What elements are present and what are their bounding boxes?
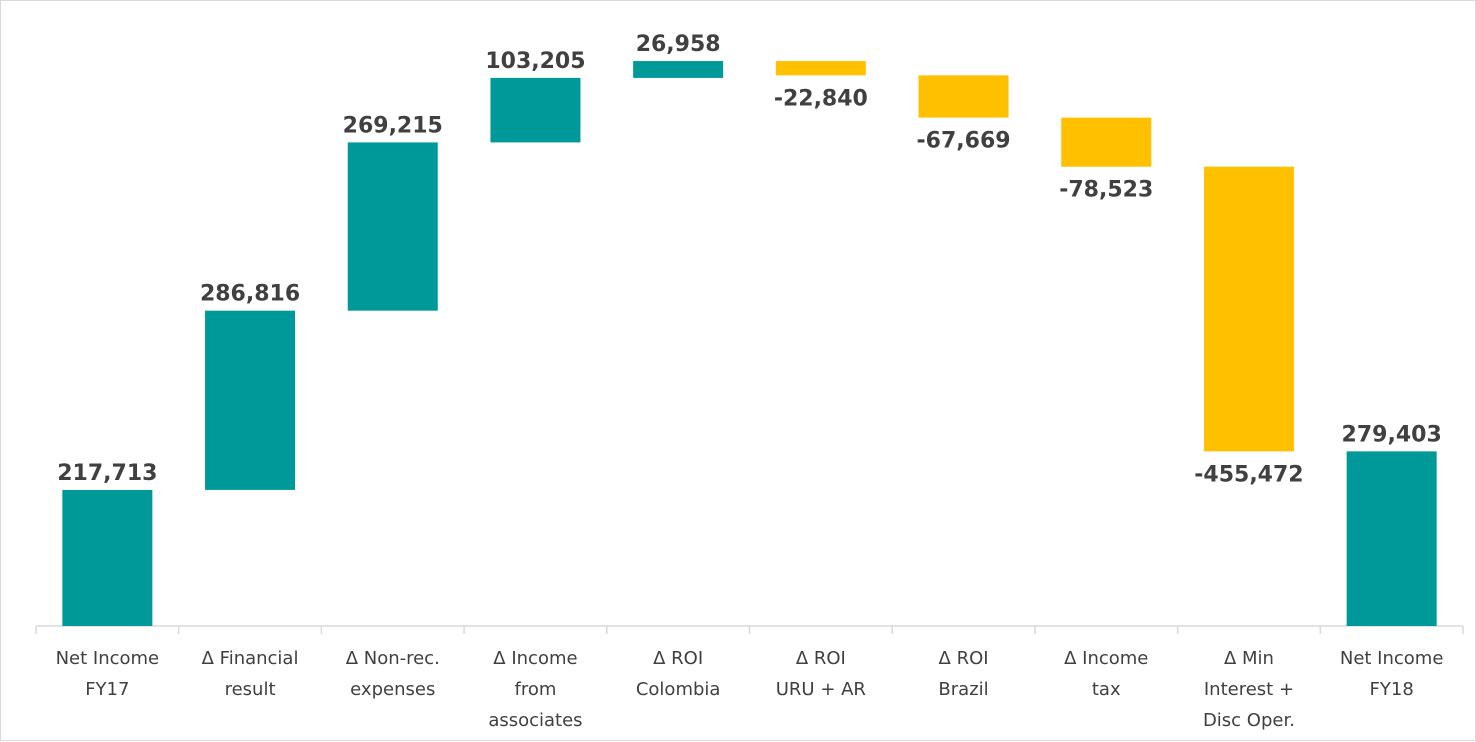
data-label: -22,840 <box>774 86 868 111</box>
bar-decrease <box>1061 117 1152 167</box>
category-label: Δ ROI Colombia <box>636 648 721 700</box>
category-label: Δ Income from associates <box>488 648 582 731</box>
data-label: 279,403 <box>1342 422 1442 447</box>
bar-total <box>1346 451 1437 626</box>
bar-decrease <box>775 61 866 76</box>
bar-increase <box>490 77 581 143</box>
data-label: 217,713 <box>57 461 157 486</box>
category-label: Δ Non-rec. expenses <box>346 648 440 700</box>
category-label: Δ Income tax <box>1064 648 1148 700</box>
category-label: Δ Min Interest + Disc Oper. <box>1203 648 1295 731</box>
data-label: 269,215 <box>343 113 443 138</box>
bar-decrease <box>918 75 1009 118</box>
data-label: 103,205 <box>485 49 585 74</box>
category-label: Net Income FY17 <box>56 648 160 700</box>
data-label: 26,958 <box>636 32 721 57</box>
data-label: 286,816 <box>200 282 300 307</box>
category-label: Δ ROI URU + AR <box>776 648 866 700</box>
data-label: -78,523 <box>1059 178 1153 203</box>
bar-decrease <box>1203 166 1294 452</box>
bar-increase <box>205 310 296 490</box>
category-label: Δ ROI Brazil <box>938 648 988 700</box>
category-label: Δ Financial result <box>202 648 299 700</box>
bar-increase <box>347 142 438 311</box>
bar-total <box>62 489 153 626</box>
data-label: -67,669 <box>917 129 1011 154</box>
category-label: Net Income FY18 <box>1340 648 1444 700</box>
data-label: -455,472 <box>1194 462 1303 487</box>
bar-increase <box>633 61 724 78</box>
